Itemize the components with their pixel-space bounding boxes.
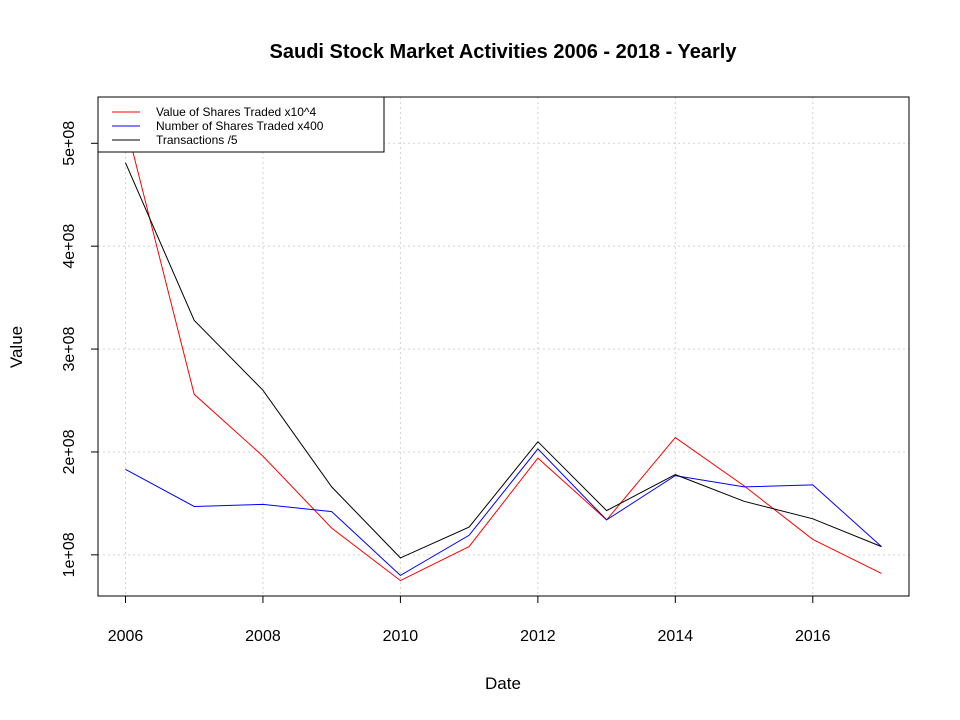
y-tick-label: 2e+08 bbox=[61, 429, 78, 474]
y-tick-label: 4e+08 bbox=[61, 224, 78, 269]
x-axis-label: Date bbox=[485, 674, 521, 693]
legend-entry-label: Value of Shares Traded x10^4 bbox=[156, 105, 317, 119]
series-group bbox=[125, 122, 882, 582]
legend-entry-label: Transactions /5 bbox=[156, 133, 238, 147]
x-axis: 2006 2008 2010 2012 2014 2016 bbox=[108, 595, 831, 645]
x-tick-label: 2008 bbox=[245, 628, 281, 645]
y-axis-label: Value bbox=[7, 326, 26, 368]
x-tick-label: 2014 bbox=[658, 628, 694, 645]
x-tick-label: 2016 bbox=[795, 628, 831, 645]
legend-box bbox=[97, 96, 385, 153]
y-tick-label: 5e+08 bbox=[61, 121, 78, 166]
y-axis: 1e+08 2e+08 3e+08 4e+08 5e+08 bbox=[61, 121, 99, 577]
series-line bbox=[125, 448, 882, 577]
x-tick-label: 2012 bbox=[520, 628, 556, 645]
legend-entry-label: Number of Shares Traded x400 bbox=[156, 119, 324, 133]
x-tick-label: 2006 bbox=[108, 628, 144, 645]
series-line bbox=[125, 162, 882, 559]
x-tick-label: 2010 bbox=[383, 628, 419, 645]
series-line bbox=[125, 122, 882, 582]
y-tick-label: 3e+08 bbox=[61, 327, 78, 372]
chart-title: Saudi Stock Market Activities 2006 - 201… bbox=[270, 41, 738, 63]
y-tick-label: 1e+08 bbox=[61, 532, 78, 577]
